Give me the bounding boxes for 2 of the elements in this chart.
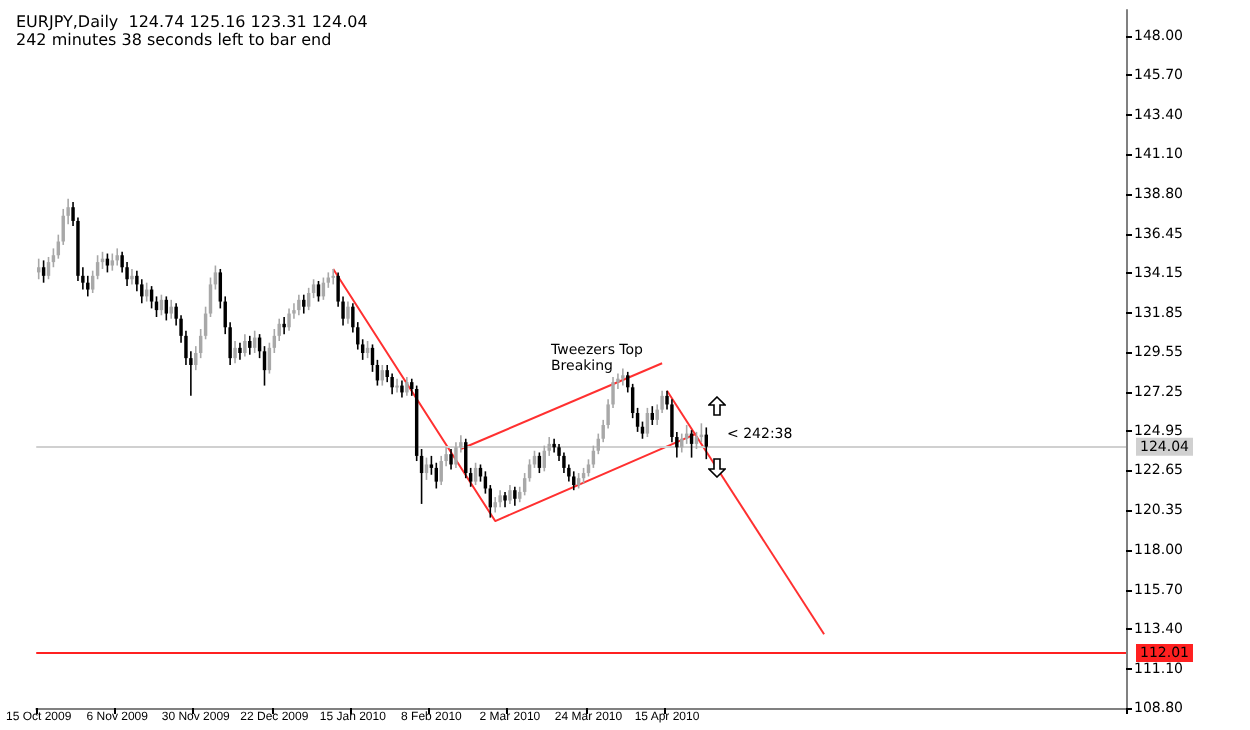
chart-title: EURJPY,Daily 124.74 125.16 123.31 124.04: [16, 13, 368, 31]
text: 242 minutes 38 seconds left to bar end: [16, 31, 332, 49]
